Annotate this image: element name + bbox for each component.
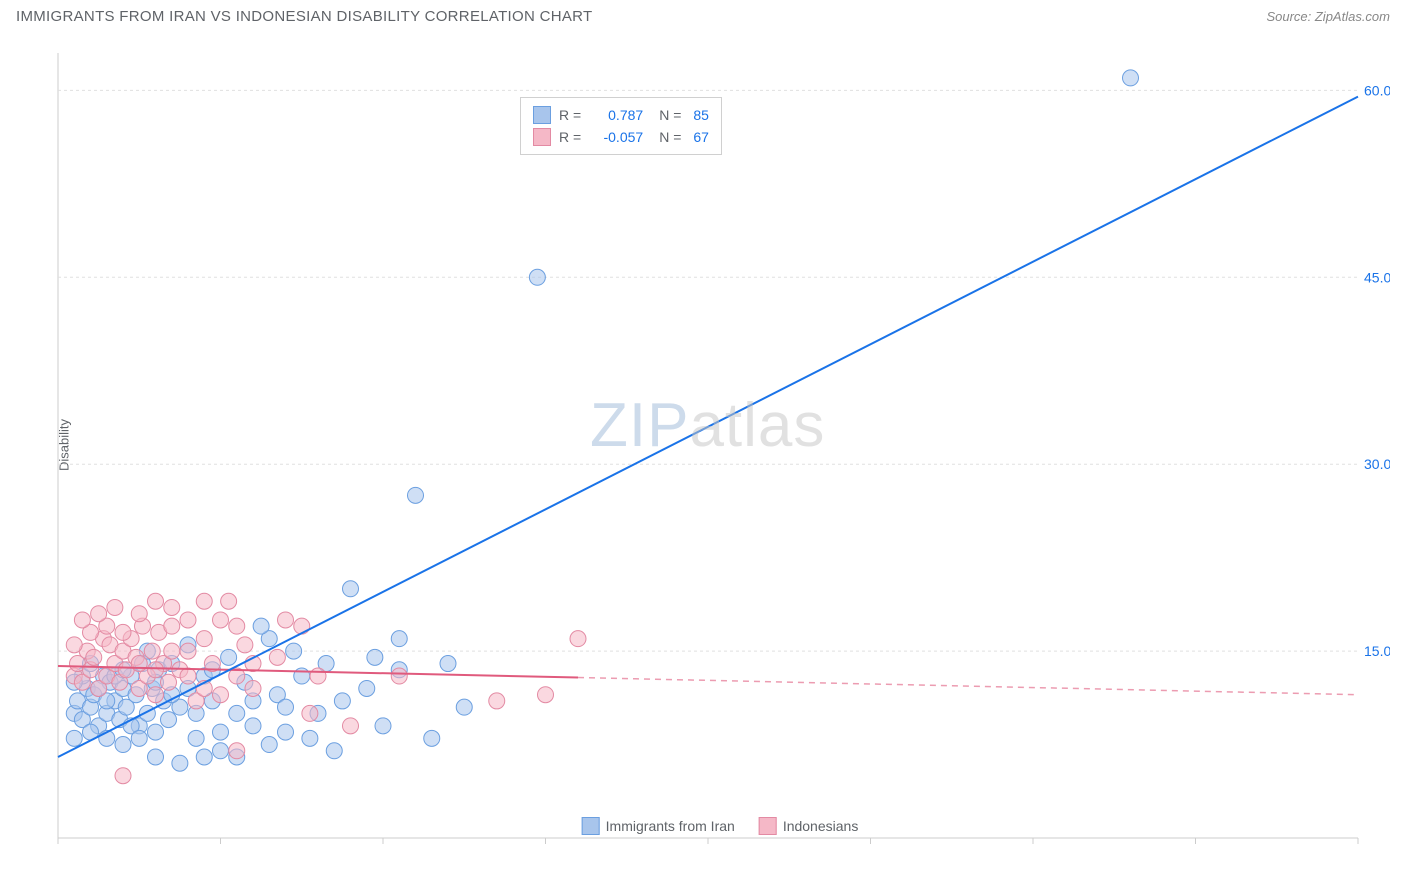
- series-legend: Immigrants from Iran Indonesians: [582, 817, 859, 835]
- legend-swatch-iran: [533, 106, 551, 124]
- n-value-indonesian: 67: [693, 129, 709, 145]
- correlation-legend: R = 0.787 N = 85 R = -0.057 N = 67: [520, 97, 722, 155]
- r-value-iran: 0.787: [593, 107, 643, 123]
- chart-container: Disability 15.0%30.0%45.0%60.0%0.0%80.0%…: [50, 45, 1390, 845]
- legend-label-indonesian: Indonesians: [783, 818, 859, 834]
- svg-text:30.0%: 30.0%: [1364, 456, 1390, 472]
- legend-item-indonesian: Indonesians: [759, 817, 859, 835]
- legend-swatch-indonesian: [533, 128, 551, 146]
- scatter-chart: 15.0%30.0%45.0%60.0%0.0%80.0%: [50, 45, 1390, 845]
- svg-text:15.0%: 15.0%: [1364, 643, 1390, 659]
- source-attribution: Source: ZipAtlas.com: [1266, 9, 1390, 24]
- chart-title: IMMIGRANTS FROM IRAN VS INDONESIAN DISAB…: [16, 8, 592, 25]
- legend-label-iran: Immigrants from Iran: [606, 818, 735, 834]
- r-value-indonesian: -0.057: [593, 129, 643, 145]
- n-value-iran: 85: [693, 107, 709, 123]
- legend-row-iran: R = 0.787 N = 85: [533, 104, 709, 126]
- legend-row-indonesian: R = -0.057 N = 67: [533, 126, 709, 148]
- legend-item-iran: Immigrants from Iran: [582, 817, 735, 835]
- legend-swatch-indonesian-2: [759, 817, 777, 835]
- svg-text:45.0%: 45.0%: [1364, 269, 1390, 285]
- svg-text:60.0%: 60.0%: [1364, 82, 1390, 98]
- legend-swatch-iran-2: [582, 817, 600, 835]
